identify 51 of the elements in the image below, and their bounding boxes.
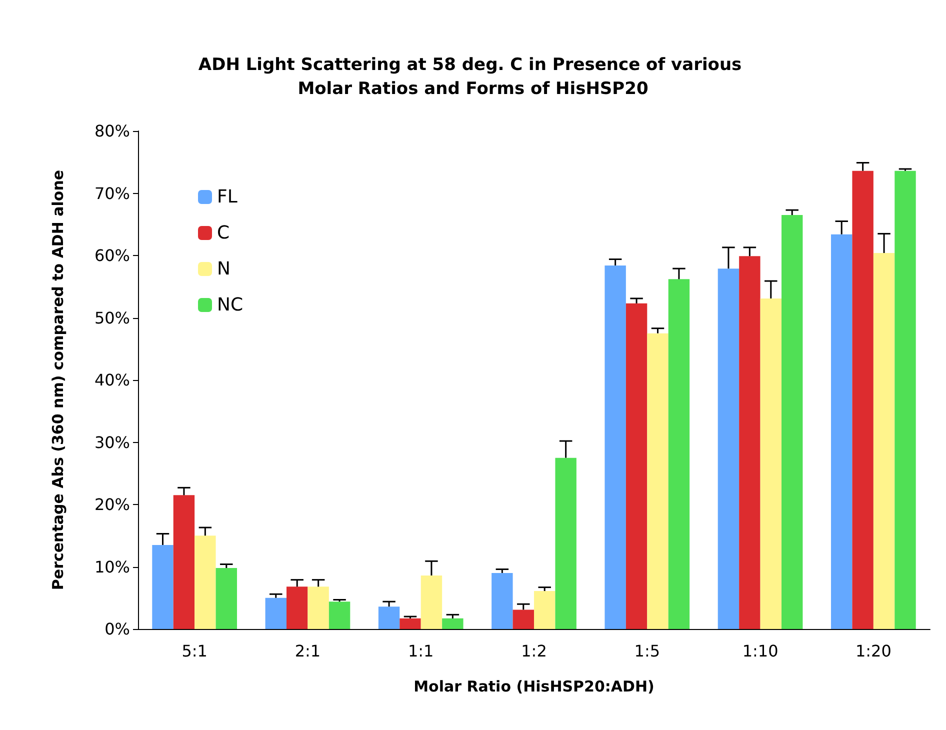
- bar: [328, 602, 350, 629]
- bar: [873, 253, 895, 629]
- bar: [604, 265, 626, 629]
- y-tick-label: 60%: [94, 246, 130, 265]
- bar: [831, 234, 852, 629]
- bar: [265, 598, 286, 629]
- bar: [152, 544, 174, 629]
- bar: [739, 256, 760, 629]
- x-tick-label: 1:20: [855, 642, 892, 660]
- legend-label: FL: [217, 186, 238, 208]
- y-tick-label: 40%: [94, 370, 130, 390]
- y-tick-label: 70%: [94, 184, 130, 203]
- x-tick-label: 1:5: [634, 642, 660, 660]
- bar: [718, 268, 740, 629]
- bar: [782, 215, 803, 629]
- legend-label: C: [217, 222, 230, 244]
- x-axis-title: Molar Ratio (HisHSP20:ADH): [414, 678, 654, 696]
- bar: [852, 170, 874, 629]
- chart-title: ADH Light Scattering at 58 deg. C in Presence of various Molar Ratios and Forms of HisHSP20: [198, 55, 748, 99]
- bar: [894, 170, 916, 629]
- bar: [512, 610, 534, 629]
- bar: [308, 586, 329, 629]
- bar: [216, 568, 237, 629]
- legend-label: N: [217, 258, 230, 280]
- x-tick-label: 5:1: [182, 642, 208, 660]
- y-axis-title: Percentage Abs (360 nm) compared to ADH alone: [49, 170, 67, 590]
- bar: [760, 298, 782, 629]
- x-tick-label: 1:1: [408, 642, 434, 660]
- y-tick-label: 50%: [94, 308, 130, 328]
- y-tick-label: 10%: [94, 557, 130, 576]
- y-tick-label: 0%: [104, 620, 130, 638]
- x-tick-label: 2:1: [294, 642, 321, 660]
- bar: [194, 536, 216, 629]
- bar: [442, 618, 464, 629]
- bar: [647, 333, 668, 629]
- bar: [668, 279, 690, 629]
- bar: [420, 575, 442, 629]
- bar: [534, 591, 556, 629]
- bar: [286, 586, 308, 629]
- legend-label: NC: [217, 294, 244, 316]
- bar: [400, 618, 421, 629]
- x-tick-label: 1:2: [521, 642, 547, 660]
- y-tick-label: 80%: [94, 122, 130, 140]
- y-tick-label: 20%: [94, 495, 130, 514]
- x-tick-label: 1:10: [742, 642, 778, 660]
- bar: [492, 572, 513, 629]
- bar: [173, 495, 195, 629]
- bar: [626, 303, 648, 629]
- y-tick-label: 30%: [94, 432, 130, 452]
- bar: [378, 606, 400, 629]
- bar: [555, 458, 576, 629]
